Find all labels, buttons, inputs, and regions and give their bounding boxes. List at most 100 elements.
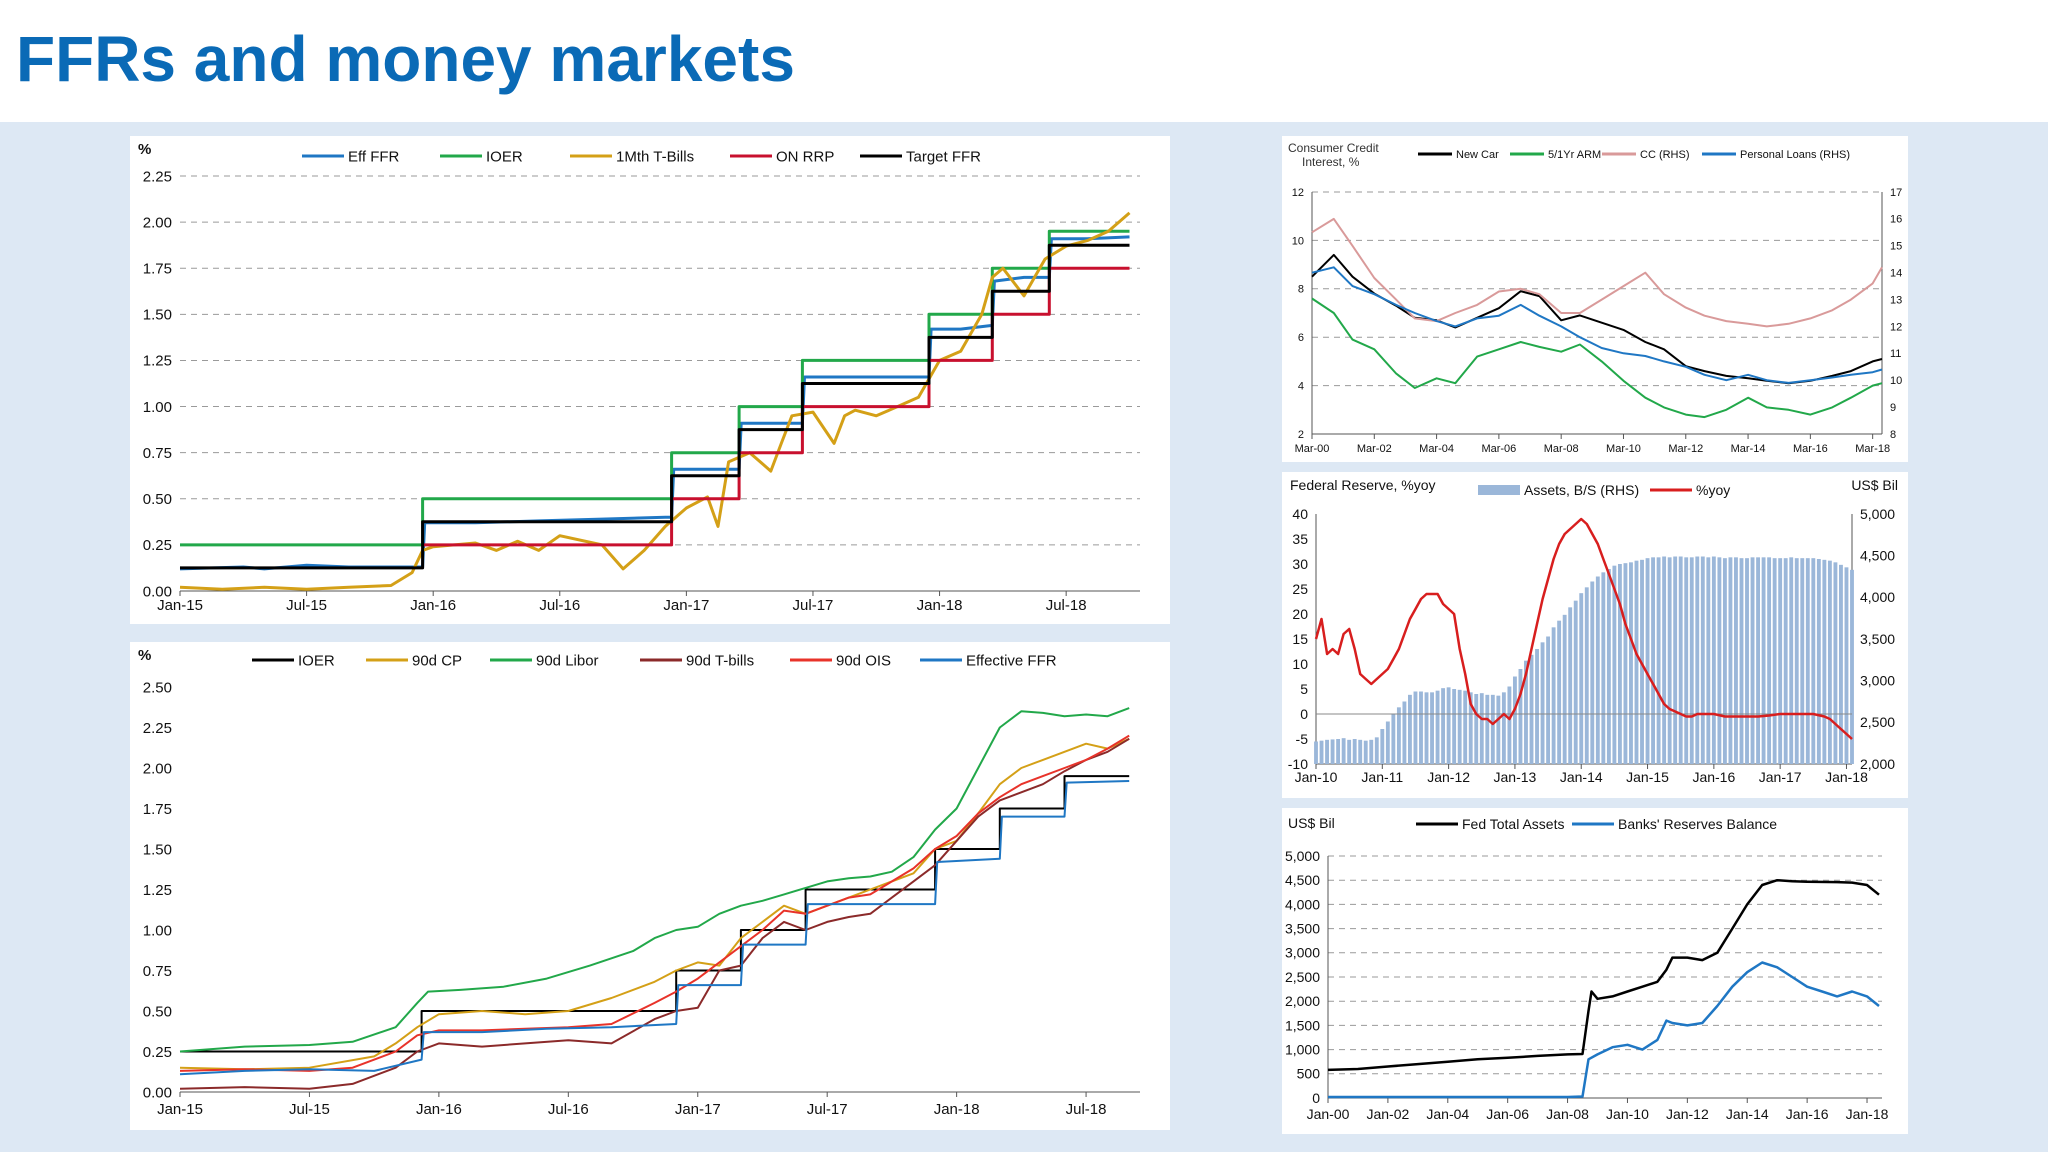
x-tick-label: Jul-15: [286, 597, 327, 614]
x-tick-label: Jan-17: [1759, 769, 1802, 785]
y-tick-label: 5,000: [1285, 848, 1320, 864]
bar-assets-b-s-rhs: [1468, 692, 1473, 764]
bar-assets-b-s-rhs: [1507, 686, 1512, 764]
y-tick-label: 3,500: [1285, 921, 1320, 937]
bar-assets-b-s-rhs: [1590, 581, 1595, 764]
y-tick-label: 25: [1292, 581, 1308, 597]
legend-label: Fed Total Assets: [1462, 816, 1564, 832]
y-tick-label: 2.25: [143, 168, 172, 185]
legend-label: IOER: [298, 652, 335, 669]
y2-tick-label: 12: [1890, 321, 1902, 333]
y-tick-label: 2.25: [143, 720, 172, 737]
bar-assets-b-s-rhs: [1827, 560, 1832, 764]
y-tick-label: 40: [1292, 506, 1308, 522]
bar-assets-b-s-rhs: [1518, 669, 1523, 764]
x-tick-label: Jan-11: [1361, 769, 1403, 785]
y-tick-label: 0.75: [143, 445, 172, 462]
consumer-credit-chart: 2 4 6 8 10 12 8 9 10 11 12 13 14 15 16 17 Mar-00 Mar-02 Ma…: [1288, 141, 1902, 455]
y-tick-label: 4,500: [1285, 872, 1320, 888]
bar-assets-b-s-rhs: [1728, 557, 1733, 764]
y-tick-label: 1.25: [143, 882, 172, 899]
bar-assets-b-s-rhs: [1391, 714, 1396, 764]
bar-assets-b-s-rhs: [1408, 694, 1412, 764]
legend-label: 90d OIS: [836, 652, 891, 669]
legend-label: Effective FFR: [966, 652, 1057, 669]
y-tick-label: -10: [1288, 756, 1308, 772]
bar-assets-b-s-rhs: [1336, 739, 1341, 764]
y-tick-label: 2.50: [143, 679, 172, 696]
y-tick-label: 1.75: [143, 801, 172, 818]
x-tick-label: Jan-14: [1726, 1106, 1769, 1122]
x-tick-label: Mar-06: [1481, 443, 1516, 455]
x-tick-label: Mar-10: [1606, 443, 1641, 455]
bar-assets-b-s-rhs: [1629, 562, 1633, 764]
bar-assets-b-s-rhs: [1711, 556, 1716, 764]
fed-assets-reserves-chart: 0 500 1,000 1,500 2,000 2,500 3,000 3,500 4,000 4…: [1285, 815, 1889, 1122]
bar-assets-b-s-rhs: [1479, 693, 1484, 764]
x-tick-label: Jan-12: [1666, 1106, 1709, 1122]
bar-assets-b-s-rhs: [1529, 654, 1534, 764]
series-line-90d-ois: [179, 734, 1130, 1072]
y2-tick-label: 4,500: [1860, 548, 1895, 564]
bar-assets-b-s-rhs: [1805, 558, 1810, 764]
ffr-rates-chart: 0.00 0.25 0.50 0.75 1.00 1.25 1.50 1.75 2.00 2.25…: [138, 141, 1140, 614]
bar-assets-b-s-rhs: [1496, 695, 1501, 764]
bar-assets-b-s-rhs: [1767, 557, 1772, 764]
series-line-1mth-t-bills: [179, 211, 1131, 591]
y-tick-label: 2,500: [1285, 969, 1320, 985]
legend-label: 1Mth T-Bills: [616, 148, 694, 165]
y-tick-label: 0.25: [143, 537, 172, 554]
fed-balance-sheet-chart: -10 -5 0 5 10 15 20 25 30 35 40 2,000 2,500 3,000 3,50…: [1288, 477, 1898, 785]
series-line-banks-reserves-balance: [1328, 961, 1880, 1099]
bar-assets-b-s-rhs: [1656, 557, 1661, 764]
series-line-eff-ffr: [179, 235, 1130, 571]
chart-panel-consumer-credit: 2 4 6 8 10 12 8 9 10 11 12 13 14 15 16 17 Mar-00 Mar-02 Ma…: [1282, 136, 1908, 462]
y-tick-label: 0.50: [143, 491, 172, 508]
bar-assets-b-s-rhs: [1347, 739, 1352, 764]
bar-assets-b-s-rhs: [1794, 558, 1799, 764]
x-tick-label: Jan-12: [1427, 769, 1470, 785]
bar-assets-b-s-rhs: [1546, 636, 1551, 764]
y-tick-label: 0: [1300, 706, 1308, 722]
y-tick-label: 1.25: [143, 353, 172, 370]
legend-label: 90d Libor: [536, 652, 599, 669]
bar-assets-b-s-rhs: [1722, 558, 1727, 764]
bar-assets-b-s-rhs: [1617, 564, 1622, 764]
x-tick-label: Jan-18: [917, 597, 963, 614]
y-tick-label: 1,000: [1285, 1042, 1320, 1058]
bar-assets-b-s-rhs: [1363, 740, 1368, 764]
bar-assets-b-s-rhs: [1490, 694, 1495, 764]
x-tick-label: Jan-16: [1692, 769, 1735, 785]
legend-label: Target FFR: [906, 148, 981, 165]
legend-label: Banks' Reserves Balance: [1618, 816, 1777, 832]
bar-assets-b-s-rhs: [1645, 558, 1650, 764]
y-tick-label: 0.00: [143, 583, 172, 600]
y-tick-label: 8: [1298, 284, 1304, 296]
y2-tick-label: 11: [1890, 348, 1901, 360]
y-tick-label: -5: [1296, 731, 1309, 747]
bar-assets-b-s-rhs: [1430, 692, 1434, 764]
bar-assets-b-s-rhs: [1634, 560, 1639, 764]
x-tick-label: Jan-15: [157, 597, 203, 614]
bar-assets-b-s-rhs: [1485, 694, 1490, 764]
bar-assets-b-s-rhs: [1822, 559, 1827, 764]
bar-assets-b-s-rhs: [1772, 558, 1777, 764]
legend-swatch: [1478, 485, 1520, 495]
bar-assets-b-s-rhs: [1385, 721, 1390, 764]
chart-panel-fed-balance-sheet: -10 -5 0 5 10 15 20 25 30 35 40 2,000 2,500 3,000 3,50…: [1282, 472, 1908, 798]
bar-assets-b-s-rhs: [1678, 556, 1683, 764]
bar-assets-b-s-rhs: [1374, 737, 1379, 764]
bar-assets-b-s-rhs: [1413, 691, 1418, 764]
x-tick-label: Jan-00: [1307, 1106, 1350, 1122]
series-line-new-car: [1311, 253, 1883, 385]
title-bar: FFRs and money markets: [0, 0, 2048, 122]
y-axis-label: Federal Reserve, %yoy: [1290, 477, 1436, 493]
x-tick-label: Jan-17: [663, 597, 709, 614]
series-line-personal-loans-rhs: [1311, 266, 1883, 384]
bar-assets-b-s-rhs: [1435, 690, 1440, 764]
bar-assets-b-s-rhs: [1579, 593, 1584, 764]
x-tick-label: Jul-16: [548, 1101, 589, 1118]
x-tick-label: Jul-17: [807, 1101, 848, 1118]
bar-assets-b-s-rhs: [1512, 676, 1517, 764]
bar-assets-b-s-rhs: [1739, 558, 1744, 764]
